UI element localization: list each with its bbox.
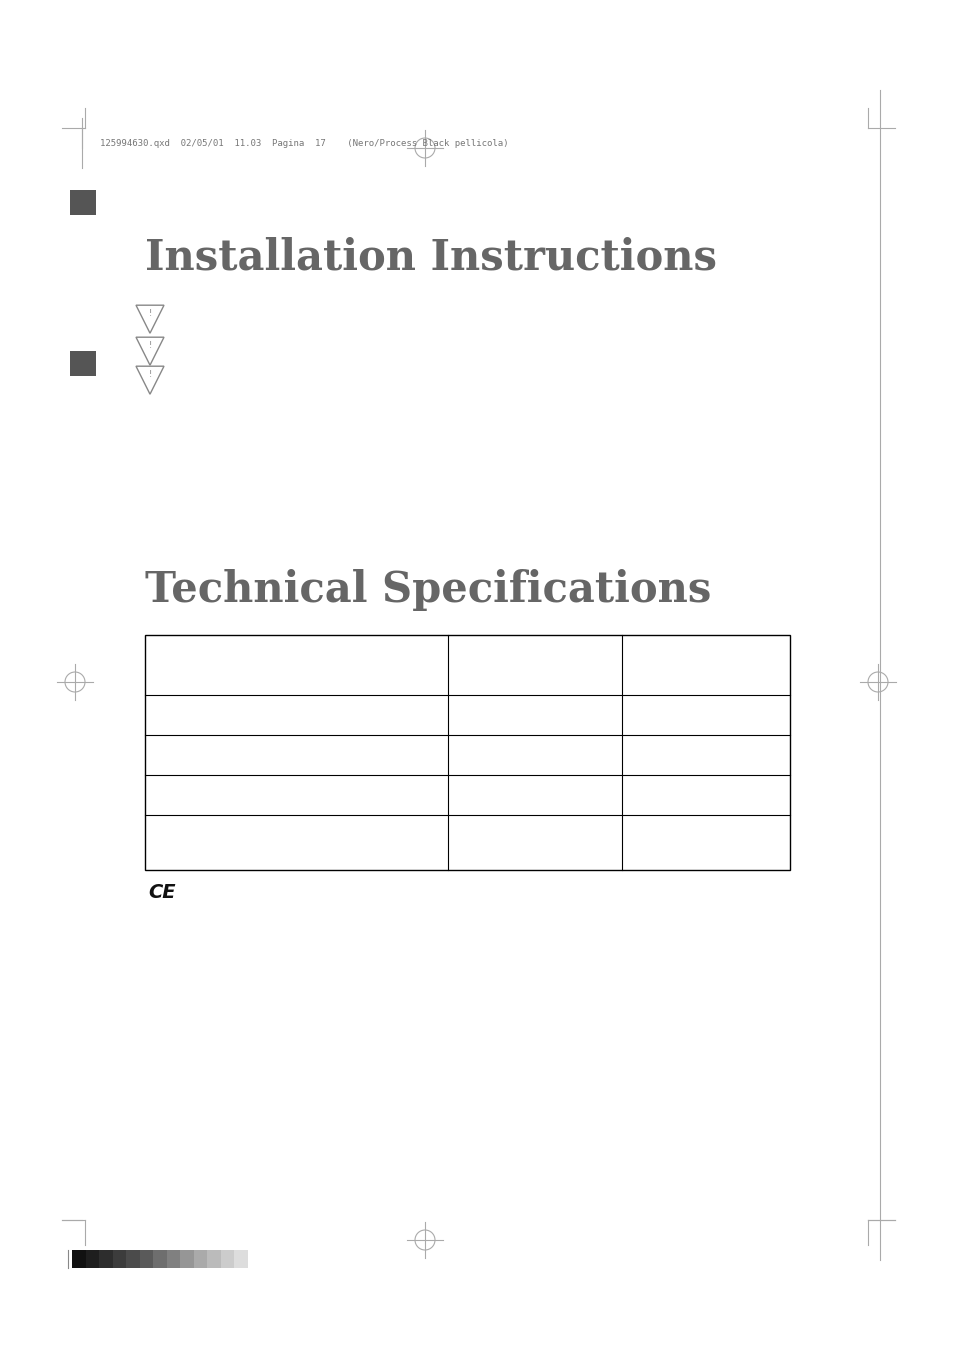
Text: !: ! [149,309,152,319]
Bar [234,1250,248,1268]
Bar [71,1250,86,1268]
Bar [112,1250,126,1268]
Bar [99,1250,112,1268]
Text: CE: CE [148,883,175,902]
Bar [153,1250,167,1268]
Bar [70,351,96,377]
Text: !: ! [149,342,152,350]
Text: !: ! [149,370,152,379]
Bar [139,1250,153,1268]
Bar [180,1250,193,1268]
Bar [126,1250,139,1268]
Bar [221,1250,234,1268]
Bar [70,190,96,215]
Bar [86,1250,99,1268]
Bar [145,634,789,869]
Text: Installation Instructions: Installation Instructions [145,238,717,279]
Bar [167,1250,180,1268]
Bar [207,1250,221,1268]
Bar [193,1250,207,1268]
Text: 125994630.qxd  02/05/01  11.03  Pagina  17    (Nero/Process Black pellicola): 125994630.qxd 02/05/01 11.03 Pagina 17 (… [100,139,508,147]
Text: Technical Specifications: Technical Specifications [145,568,711,612]
